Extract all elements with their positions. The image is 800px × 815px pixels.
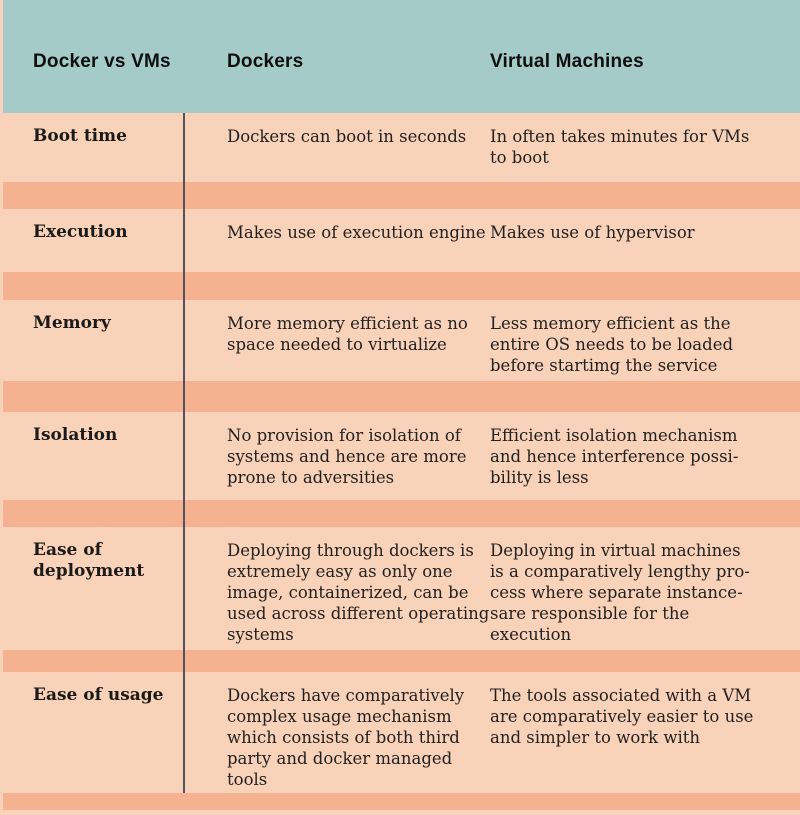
bottom-separator: [3, 793, 800, 810]
dockers-cell: No provision for isolation of systems an…: [227, 426, 467, 487]
table-row-execution: Execution Makes use of execution engine …: [3, 209, 800, 272]
row-label: Isolation: [33, 425, 118, 445]
vms-cell: Makes use of hypervisor: [490, 223, 695, 242]
table-row-boot-time: Boot time Dockers can boot in seconds In…: [3, 113, 800, 182]
dockers-cell: More memory efficient as no space needed…: [227, 314, 468, 354]
row-separator: [3, 500, 800, 527]
row-label: Ease of deployment: [33, 540, 145, 581]
row-label: Memory: [33, 313, 111, 333]
vms-cell: The tools associated with a VM are compa…: [490, 686, 754, 747]
vms-cell: In often takes minutes for VMs to boot: [490, 127, 750, 167]
row-separator: [3, 650, 800, 672]
table-row-memory: Memory More memory efficient as no space…: [3, 300, 800, 381]
dockers-cell: Makes use of execution engine: [227, 223, 486, 242]
table-row-ease-of-usage: Ease of usage Dockers have comparatively…: [3, 672, 800, 793]
table-title: Docker vs VMs: [33, 50, 171, 72]
row-label: Boot time: [33, 126, 127, 146]
table-row-isolation: Isolation No provision for isolation of …: [3, 412, 800, 500]
row-label: Ease of usage: [33, 685, 164, 705]
row-separator: [3, 381, 800, 412]
vms-cell: Efficient isolation mechanism and hence …: [490, 426, 739, 487]
column-header-dockers: Dockers: [227, 50, 304, 72]
dockers-cell: Dockers have comparatively complex usage…: [227, 686, 465, 789]
column-header-virtual-machines: Virtual Machines: [490, 50, 644, 72]
vms-cell: Deploying in virtual machines is a compa…: [490, 541, 750, 644]
dockers-cell: Deploying through dockers is extremely e…: [227, 541, 490, 644]
row-label: Execution: [33, 222, 128, 242]
row-separator: [3, 272, 800, 300]
table-row-ease-of-deployment: Ease of deployment Deploying through doc…: [3, 527, 800, 650]
column-divider-line: [183, 113, 185, 793]
row-separator: [3, 182, 800, 209]
table-header-row: Docker vs VMs Dockers Virtual Machines: [3, 0, 800, 113]
vms-cell: Less memory efficient as the entire OS n…: [490, 314, 734, 375]
dockers-cell: Dockers can boot in seconds: [227, 127, 467, 146]
